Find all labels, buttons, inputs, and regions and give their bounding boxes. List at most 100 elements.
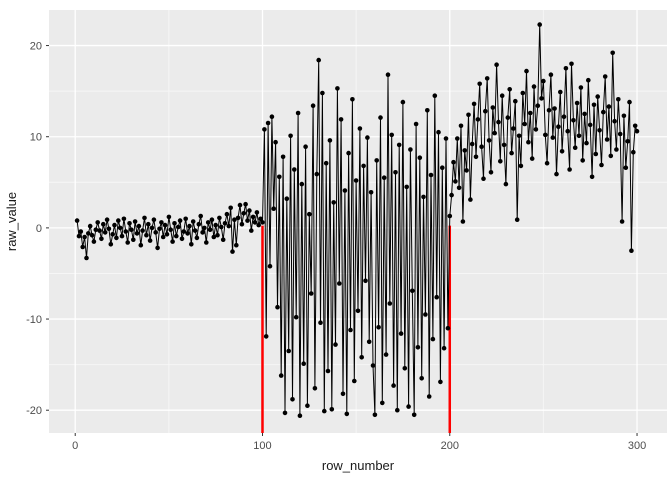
data-point: [136, 223, 142, 229]
data-point: [198, 213, 203, 219]
x-tick-label: 0: [72, 440, 78, 452]
data-point: [303, 144, 308, 149]
data-point: [134, 231, 140, 236]
data-point: [383, 352, 389, 357]
data-point: [174, 233, 179, 239]
data-point: [299, 181, 305, 187]
data-point: [490, 105, 496, 110]
data-point: [554, 171, 559, 177]
data-point: [230, 249, 235, 254]
data-point: [468, 197, 473, 202]
data-point: [464, 168, 469, 173]
data-point: [286, 348, 292, 354]
data-point: [149, 225, 155, 231]
data-point: [166, 214, 172, 220]
data-point: [185, 231, 190, 236]
data-point: [331, 200, 337, 205]
data-point: [632, 123, 638, 129]
data-point: [329, 407, 335, 412]
data-point: [524, 68, 529, 74]
data-point: [254, 210, 260, 215]
data-point: [411, 412, 417, 418]
data-point: [352, 378, 357, 384]
data-point: [559, 149, 565, 154]
data-point: [619, 219, 625, 224]
data-point: [164, 232, 170, 237]
data-point: [209, 217, 215, 222]
data-point: [153, 230, 158, 235]
data-point: [406, 404, 411, 409]
data-point: [89, 232, 95, 238]
data-point: [400, 99, 406, 105]
data-point: [565, 128, 570, 134]
data-point: [494, 62, 499, 67]
data-point: [415, 345, 421, 350]
data-point: [451, 159, 456, 165]
data-point: [207, 227, 213, 232]
data-point: [256, 222, 262, 228]
x-tick-label: 100: [253, 440, 271, 452]
data-point: [572, 145, 578, 150]
data-point: [516, 133, 522, 139]
data-point: [445, 325, 451, 331]
data-point: [292, 167, 297, 172]
data-point: [456, 185, 462, 191]
data-point: [398, 331, 404, 336]
data-point: [217, 215, 222, 221]
data-point: [520, 90, 526, 96]
data-point: [601, 109, 606, 115]
data-point: [567, 167, 572, 172]
data-point: [421, 194, 426, 200]
data-point: [380, 400, 385, 406]
data-point: [531, 84, 537, 89]
data-point: [477, 81, 483, 87]
data-point: [267, 263, 273, 269]
data-point: [192, 228, 198, 233]
data-point: [471, 101, 477, 107]
data-point: [146, 221, 151, 227]
data-point: [155, 245, 160, 251]
data-point: [337, 281, 342, 286]
data-point: [350, 97, 355, 102]
data-point: [529, 156, 535, 161]
data-point: [131, 237, 136, 242]
data-point: [290, 397, 295, 402]
data-point: [159, 220, 164, 225]
data-point: [606, 104, 612, 109]
data-point: [196, 221, 202, 227]
data-point: [580, 158, 585, 163]
data-point: [102, 230, 108, 235]
data-point: [537, 22, 542, 27]
data-point: [514, 217, 520, 222]
data-point: [475, 117, 481, 122]
x-axis-tick-labels: 0 100 200 300: [72, 440, 646, 452]
data-point: [116, 218, 121, 223]
data-point: [205, 220, 211, 225]
data-point: [417, 155, 423, 160]
data-point: [269, 114, 275, 119]
data-point: [393, 170, 398, 175]
data-point: [144, 232, 149, 238]
data-point: [322, 408, 327, 414]
data-point: [132, 219, 138, 224]
data-point: [151, 217, 157, 222]
data-point: [252, 220, 258, 225]
y-tick-label: -20: [26, 405, 42, 417]
data-point: [507, 87, 512, 92]
data-point: [391, 383, 396, 388]
data-point: [466, 112, 471, 118]
data-point: [569, 61, 574, 67]
data-point: [413, 121, 419, 127]
data-point: [310, 103, 316, 108]
plot-panel: [49, 10, 667, 433]
data-point: [458, 123, 464, 129]
data-point: [546, 108, 552, 113]
data-point: [591, 102, 597, 108]
data-point: [395, 407, 400, 413]
data-point: [301, 361, 307, 367]
data-point: [162, 222, 168, 228]
data-point: [503, 181, 509, 187]
data-point: [335, 86, 340, 91]
data-point: [262, 127, 267, 132]
